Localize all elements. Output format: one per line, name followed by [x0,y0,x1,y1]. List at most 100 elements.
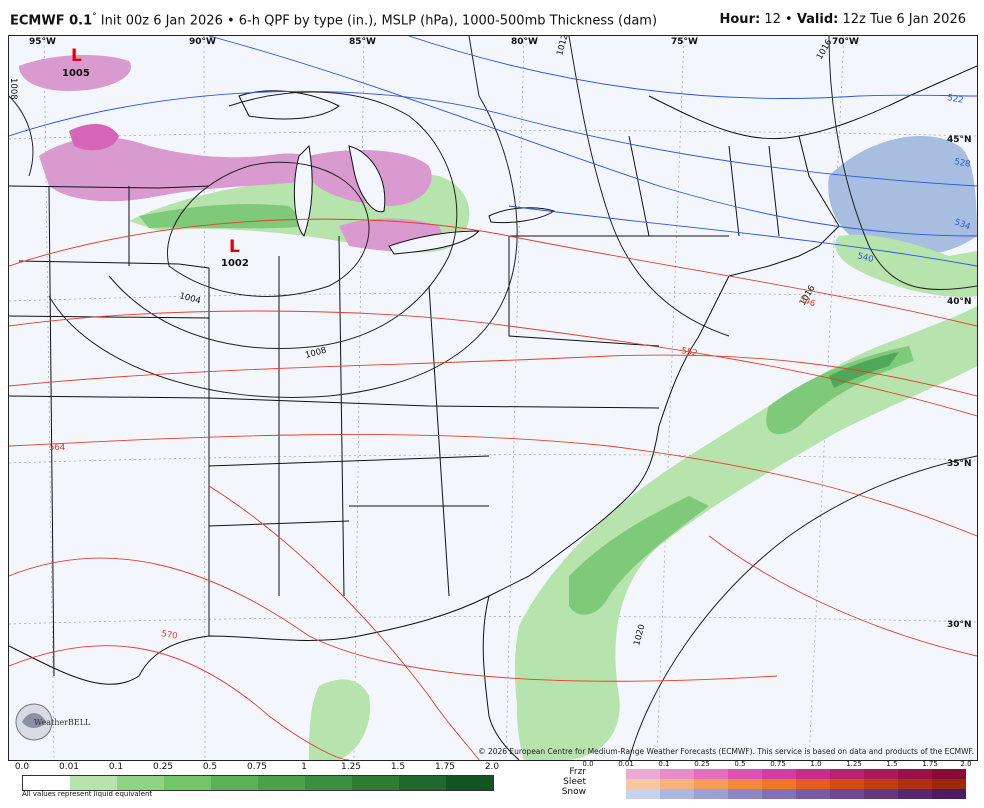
frzr-swatch [728,769,762,779]
isobar-label: 1008 [9,78,18,100]
isobar-label: 1012 [555,36,570,57]
qpf-tick: 0.75 [246,762,268,772]
ptype-label-snow: Snow [561,787,586,797]
qpf-tick: 1.25 [340,762,362,772]
great-lakes [238,90,556,255]
sleet-swatch [898,779,932,789]
thickness-label: 528 [953,157,971,170]
weather-map[interactable]: 95°W 90°W 85°W 80°W 75°W 70°W 45°N 40°N … [8,35,978,761]
qpf-swatch [164,776,211,790]
thickness-warm [9,218,977,760]
frzr-color-row [626,769,966,779]
degree-symbol: ° [92,12,97,22]
low-pressure-markers: L 1005 L 1002 [62,46,249,269]
copyright-credit: © 2026 European Centre for Medium-Range … [478,747,974,756]
qpf-tick: 1.5 [390,762,406,772]
qpf-swatch [352,776,399,790]
qpf-swatch [446,776,493,790]
snow-swatch [864,789,898,799]
thickness-label: 570 [160,629,178,642]
ptype-tick: 2.0 [960,760,972,768]
lon-label: 90°W [189,37,216,47]
snow-color-row [626,789,966,799]
qpf-swatch [305,776,352,790]
frzr-swatch [864,769,898,779]
longitude-labels: 95°W 90°W 85°W 80°W 75°W 70°W [29,37,859,47]
ptype-tick: 0.5 [734,760,746,768]
valid-time: Hour: 12 • Valid: 12z Tue 6 Jan 2026 [719,12,967,27]
lon-label: 85°W [349,37,376,47]
thickness-label: 522 [946,93,964,106]
lat-label: 35°N [947,459,972,469]
model-name: ECMWF 0.1 [10,13,93,29]
hour-label: Hour: [719,12,761,27]
sleet-swatch [864,779,898,789]
header: ECMWF 0.1° Init 00z 6 Jan 2026 • 6-h QPF… [0,0,984,34]
frzr-swatch [762,769,796,779]
thickness-label: 564 [49,443,65,453]
thickness-label: 552 [680,346,698,359]
qpf-tick: 2.0 [484,762,500,772]
logo-text: WeatherBELL [34,718,91,727]
ptype-tick: 1.25 [846,760,862,768]
precip-shading [19,54,977,760]
lat-label: 30°N [947,620,972,630]
frzr-swatch [694,769,728,779]
sleet-swatch [932,779,966,789]
sleet-swatch [762,779,796,789]
snow-swatch [762,789,796,799]
isobar-label: 1020 [632,623,647,646]
sleet-swatch [694,779,728,789]
ptype-labels: Frzr Sleet Snow [556,767,586,797]
lon-label: 80°W [511,37,538,47]
map-canvas: 95°W 90°W 85°W 80°W 75°W 70°W 45°N 40°N … [9,36,977,760]
frzr-swatch [626,769,660,779]
ptype-tick: 0.25 [694,760,710,768]
ptype-label-sleet: Sleet [563,777,586,787]
latitude-labels: 45°N 40°N 35°N 30°N [947,135,972,630]
thickness-cold [9,36,977,267]
snow-swatch [830,789,864,799]
low-symbol: L [71,46,82,66]
lon-label: 75°W [671,37,698,47]
frzr-swatch [898,769,932,779]
qpf-swatch [23,776,70,790]
low-pressure-value: 1005 [62,68,90,79]
hour-value: 12 [764,12,781,27]
qpf-tick-labels: 0.0 0.01 0.1 0.25 0.5 0.75 1 1.25 1.5 1.… [14,762,504,774]
isobar-label: 1004 [178,291,201,306]
sleet-swatch [626,779,660,789]
qpf-tick: 0.25 [152,762,174,772]
snow-swatch [898,789,932,799]
qpf-swatch [258,776,305,790]
ptype-tick: 0.01 [618,760,634,768]
sleet-swatch [796,779,830,789]
snow-swatch [626,789,660,799]
qpf-note: All values represent liquid equivalent [22,790,153,798]
thickness-label: 546 [798,294,817,309]
qpf-swatch [117,776,164,790]
ptype-tick: 0.0 [582,760,594,768]
frzr-swatch [796,769,830,779]
lat-label: 40°N [947,297,972,307]
ptype-color-grid [626,769,966,799]
map-description: Init 00z 6 Jan 2026 • 6-h QPF by type (i… [100,13,658,29]
qpf-tick: 0.0 [14,762,30,772]
weatherbell-logo: WeatherBELL [12,700,102,746]
ptype-tick: 0.1 [658,760,670,768]
snow-swatch [796,789,830,799]
ptype-tick-labels: 0.0 0.01 0.1 0.25 0.5 0.75 1.0 1.25 1.5 … [582,760,972,770]
thickness-label: 540 [856,251,874,265]
qpf-tick: 0.01 [58,762,80,772]
qpf-tick: 1.75 [434,762,456,772]
ptype-tick: 0.75 [770,760,786,768]
snow-swatch [660,789,694,799]
lat-label: 45°N [947,135,972,145]
ptype-tick: 1.5 [886,760,898,768]
sleet-color-row [626,779,966,789]
frzr-swatch [932,769,966,779]
snow-swatch [694,789,728,799]
qpf-swatch [211,776,258,790]
qpf-color-bar [22,775,494,791]
sleet-swatch [660,779,694,789]
